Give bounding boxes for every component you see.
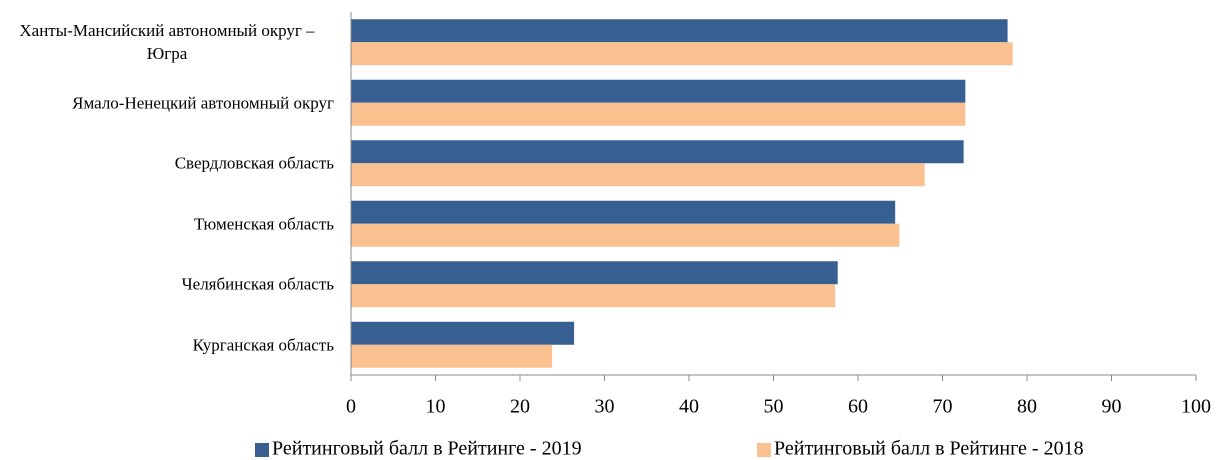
bar bbox=[351, 261, 838, 285]
x-tick-label: 100 bbox=[1181, 396, 1211, 418]
bar bbox=[351, 42, 1013, 66]
bar bbox=[351, 321, 575, 345]
legend-label: Рейтинговый балл в Рейтинге - 2018 bbox=[774, 438, 1084, 460]
bar bbox=[351, 102, 966, 126]
bar bbox=[351, 344, 553, 368]
bar bbox=[351, 79, 966, 103]
x-tick-label: 30 bbox=[595, 396, 615, 418]
legend-label: Рейтинговый балл в Рейтинге - 2019 bbox=[272, 438, 582, 460]
bar bbox=[351, 19, 1008, 43]
x-tick-label: 70 bbox=[933, 396, 953, 418]
category-label: Свердловская область bbox=[174, 153, 334, 173]
category-label: Ямало-Ненецкий автономный округ bbox=[72, 93, 334, 113]
x-tick-label: 10 bbox=[426, 396, 446, 418]
legend-swatch bbox=[255, 443, 269, 457]
bar bbox=[351, 200, 896, 224]
category-label: Курганская область bbox=[192, 335, 334, 355]
x-tick-label: 50 bbox=[764, 396, 784, 418]
x-tick-label: 60 bbox=[848, 396, 868, 418]
x-tick-label: 80 bbox=[1017, 396, 1037, 418]
x-tick-label: 20 bbox=[510, 396, 530, 418]
category-label: Ханты-Мансийский автономный округ – Югра bbox=[19, 21, 315, 64]
x-tick-label: 40 bbox=[679, 396, 699, 418]
bar bbox=[351, 223, 900, 247]
bar bbox=[351, 163, 925, 187]
category-label: Челябинская область bbox=[181, 274, 334, 294]
legend-swatch bbox=[757, 443, 771, 457]
category-label: Тюменская область bbox=[193, 214, 334, 234]
x-tick-label: 90 bbox=[1102, 396, 1122, 418]
bar bbox=[351, 140, 964, 164]
x-tick-label: 0 bbox=[346, 396, 356, 418]
bar bbox=[351, 284, 836, 308]
